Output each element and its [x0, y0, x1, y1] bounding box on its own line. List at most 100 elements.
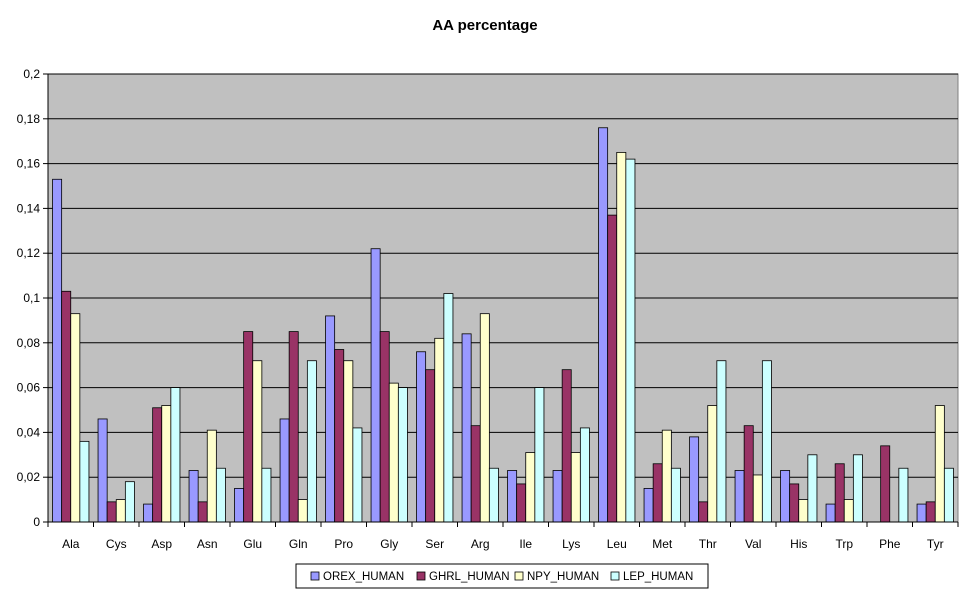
bar-ghrl-human-cys	[106, 501, 117, 523]
chart-title: AA percentage	[432, 17, 537, 34]
legend-label: OREX_HUMAN	[323, 571, 404, 583]
bar-orex-human-tyr	[916, 503, 927, 523]
bar-lep-human-glu	[261, 467, 272, 523]
bar-lep-human-his	[807, 454, 818, 523]
y-tick-label: 0,16	[17, 157, 41, 171]
bar-orex-human-thr	[689, 436, 700, 523]
bar-ghrl-human-pro	[334, 349, 345, 523]
bar-lep-human-trp	[852, 454, 863, 523]
x-tick-label: Lys	[562, 537, 580, 551]
gridlines	[48, 73, 958, 478]
legend-swatch	[416, 571, 426, 581]
bar-npy-human-trp	[843, 499, 854, 523]
x-tick-label: Ile	[519, 537, 532, 551]
x-tick-label: Pro	[334, 537, 353, 551]
y-tick-label: 0,02	[17, 470, 41, 484]
bar-orex-human-val	[734, 470, 745, 523]
bar-npy-human-ile	[525, 452, 536, 523]
bar-orex-human-pro	[325, 315, 336, 523]
bar-lep-human-cys	[124, 481, 135, 523]
bar-npy-human-pro	[343, 360, 354, 523]
bar-npy-human-val	[752, 474, 763, 523]
bar-npy-human-met	[661, 429, 672, 523]
bar-npy-human-leu	[616, 151, 627, 523]
x-tick-label: Leu	[607, 537, 627, 551]
legend-box	[295, 563, 709, 589]
bar-orex-human-cys	[97, 418, 108, 523]
x-tick-label: Arg	[471, 537, 490, 551]
bar-npy-human-thr	[707, 405, 718, 523]
x-tick-label: Tyr	[927, 537, 944, 551]
x-tick-label: Glu	[243, 537, 262, 551]
y-tick-label: 0,14	[17, 201, 41, 215]
bar-orex-human-glu	[234, 487, 245, 523]
bar-ghrl-human-trp	[834, 463, 845, 523]
bar-orex-human-gly	[370, 248, 381, 523]
x-tick-label: Met	[652, 537, 673, 551]
bar-ghrl-human-lys	[561, 369, 572, 523]
bar-orex-human-asp	[143, 503, 154, 523]
bar-lep-human-ser	[443, 293, 454, 523]
bar-ghrl-human-val	[743, 425, 754, 523]
y-tick-label: 0,18	[17, 112, 41, 126]
bar-ghrl-human-asn	[197, 501, 208, 523]
bar-ghrl-human-thr	[698, 501, 709, 523]
bar-npy-human-ala	[70, 313, 81, 523]
bar-ghrl-human-asp	[152, 407, 163, 523]
x-tick-label: Cys	[106, 537, 127, 551]
bar-npy-human-gln	[297, 499, 308, 523]
bar-orex-human-his	[780, 470, 791, 523]
bar-npy-human-gly	[388, 382, 399, 523]
bar-ghrl-human-his	[789, 483, 800, 523]
bar-ghrl-human-glu	[243, 331, 254, 523]
bar-npy-human-asp	[161, 405, 172, 523]
y-tick-label: 0,04	[17, 425, 41, 439]
bar-orex-human-lys	[552, 470, 563, 523]
bar-npy-human-ser	[434, 337, 445, 523]
bar-orex-human-leu	[598, 127, 609, 523]
x-tick-label: Thr	[699, 537, 717, 551]
legend-label: GHRL_HUMAN	[429, 571, 510, 583]
bar-lep-human-gln	[306, 360, 317, 523]
bar-orex-human-trp	[825, 503, 836, 523]
bar-orex-human-asn	[188, 470, 199, 523]
bar-lep-human-met	[670, 467, 681, 523]
bar-lep-human-arg	[488, 467, 499, 523]
x-tick-label: Val	[745, 537, 761, 551]
bar-lep-human-ala	[79, 440, 90, 523]
bar-orex-human-met	[643, 487, 654, 523]
x-tick-label: Ser	[425, 537, 444, 551]
x-axis-ticks: Ala Cys Asp Asn Glu Gln Pro Gly Ser Arg Ile Lys Leu M…	[47, 522, 959, 551]
bar-lep-human-leu	[625, 158, 636, 523]
bar-lep-human-lys	[579, 427, 590, 523]
bar-ghrl-human-ser	[425, 369, 436, 523]
y-tick-label: 0,06	[17, 381, 41, 395]
y-tick-label: 0,08	[17, 336, 41, 350]
bar-ghrl-human-ala	[61, 290, 72, 523]
bar-npy-human-cys	[115, 499, 126, 523]
x-tick-label: Ala	[62, 537, 80, 551]
x-tick-label: Asn	[197, 537, 218, 551]
bar-ghrl-human-gly	[379, 331, 390, 523]
legend-swatch	[610, 571, 620, 581]
bar-orex-human-arg	[461, 333, 472, 523]
legend-label: LEP_HUMAN	[623, 571, 693, 583]
bar-orex-human-ser	[416, 351, 427, 523]
y-tick-label: 0,2	[23, 67, 40, 81]
bar-ghrl-human-phe	[880, 445, 891, 523]
bar-lep-human-pro	[352, 427, 363, 523]
bar-lep-human-phe	[898, 467, 909, 523]
y-tick-label: 0	[33, 515, 40, 529]
x-tick-label: Trp	[835, 537, 853, 551]
bar-npy-human-lys	[570, 452, 581, 523]
bar-ghrl-human-ile	[516, 483, 527, 523]
bar-ghrl-human-arg	[470, 425, 481, 523]
bars	[52, 127, 954, 523]
bar-lep-human-val	[761, 360, 772, 523]
legend-label: NPY_HUMAN	[527, 571, 599, 583]
legend: OREX_HUMAN GHRL_HUMAN NPY_HUMAN LEP_HUMAN	[295, 563, 709, 589]
bar-npy-human-asn	[206, 429, 217, 523]
y-tick-label: 0,1	[23, 291, 40, 305]
bar-lep-human-tyr	[943, 467, 954, 523]
